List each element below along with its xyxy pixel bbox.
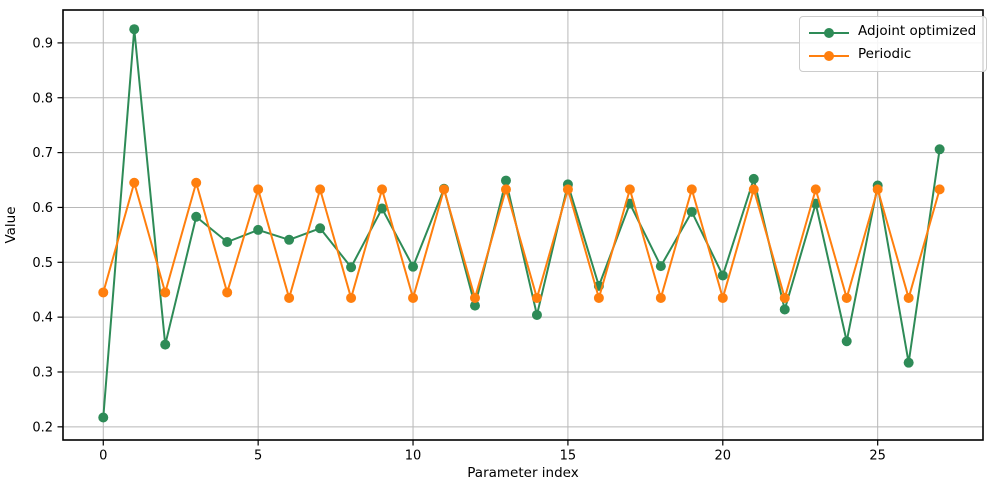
data-point-adjoint-optimized <box>779 304 790 315</box>
data-point-adjoint-optimized <box>98 412 109 423</box>
y-tick-label: 0.4 <box>32 311 53 326</box>
data-point-adjoint-optimized <box>129 24 140 35</box>
data-point-periodic <box>284 292 295 303</box>
data-point-adjoint-optimized <box>315 223 326 234</box>
y-tick-label: 0.6 <box>32 201 53 216</box>
legend-item-adjoint-optimized: Adjoint optimized <box>809 22 976 43</box>
legend-label: Periodic <box>858 45 912 62</box>
y-tick-label: 0.2 <box>32 420 53 435</box>
data-point-periodic <box>98 287 109 298</box>
y-tick-label: 0.5 <box>32 256 53 271</box>
x-tick-label: 20 <box>715 449 732 464</box>
y-tick-label: 0.8 <box>32 91 53 106</box>
data-point-periodic <box>469 292 480 303</box>
data-point-adjoint-optimized <box>903 357 914 368</box>
data-point-periodic <box>160 287 171 298</box>
data-point-periodic <box>408 292 419 303</box>
y-tick-label: 0.3 <box>32 365 53 380</box>
data-point-periodic <box>810 184 821 195</box>
legend-marker-periodic <box>809 50 849 62</box>
data-point-adjoint-optimized <box>408 261 419 272</box>
series-line-adjoint-optimized <box>102 28 941 418</box>
data-point-periodic <box>686 184 697 195</box>
data-point-periodic <box>748 184 759 195</box>
data-point-adjoint-optimized <box>253 224 264 235</box>
plot-border <box>62 9 984 441</box>
y-tick-label: 0.9 <box>32 36 53 51</box>
data-point-periodic <box>717 292 728 303</box>
data-point-adjoint-optimized <box>346 262 357 273</box>
data-point-adjoint-optimized <box>222 237 233 248</box>
data-point-adjoint-optimized <box>160 339 171 350</box>
data-point-periodic <box>500 184 511 195</box>
data-point-adjoint-optimized <box>469 300 480 311</box>
x-axis-label: Parameter index <box>467 465 578 481</box>
data-point-periodic <box>934 184 945 195</box>
data-point-periodic <box>439 184 450 195</box>
data-point-adjoint-optimized <box>284 234 295 245</box>
data-point-periodic <box>191 177 202 188</box>
x-tick-label: 10 <box>405 449 422 464</box>
data-point-periodic <box>222 287 233 298</box>
data-point-periodic <box>779 292 790 303</box>
y-axis-label: Value <box>3 206 19 243</box>
x-tick-label: 15 <box>560 449 577 464</box>
data-point-periodic <box>531 292 542 303</box>
data-point-periodic <box>253 184 264 195</box>
data-point-periodic <box>346 292 357 303</box>
y-tick-label: 0.7 <box>32 146 53 161</box>
data-point-adjoint-optimized <box>655 261 666 272</box>
data-point-periodic <box>655 292 666 303</box>
legend-label: Adjoint optimized <box>858 22 977 39</box>
data-point-periodic <box>315 184 326 195</box>
x-tick-label: 0 <box>99 449 107 464</box>
data-point-periodic <box>129 177 140 188</box>
data-point-periodic <box>562 184 573 195</box>
legend-marker-adjoint-optimized <box>809 27 849 39</box>
legend-dot-swatch <box>824 27 834 38</box>
x-tick-label: 25 <box>869 449 886 464</box>
data-point-adjoint-optimized <box>748 173 759 184</box>
data-point-periodic <box>903 292 914 303</box>
legend-item-periodic: Periodic <box>809 45 976 66</box>
data-point-adjoint-optimized <box>500 175 511 186</box>
legend: Adjoint optimized Periodic <box>799 16 988 72</box>
data-point-adjoint-optimized <box>191 211 202 222</box>
data-point-periodic <box>872 184 883 195</box>
data-point-adjoint-optimized <box>686 206 697 217</box>
series-line-periodic <box>102 181 941 299</box>
data-point-periodic <box>377 184 388 195</box>
x-tick-label: 5 <box>254 449 262 464</box>
legend-dot-swatch <box>824 50 834 61</box>
data-point-adjoint-optimized <box>531 309 542 320</box>
data-point-adjoint-optimized <box>841 336 852 347</box>
data-point-periodic <box>624 184 635 195</box>
data-point-adjoint-optimized <box>934 144 945 155</box>
data-point-periodic <box>841 292 852 303</box>
data-point-adjoint-optimized <box>717 270 728 281</box>
data-point-adjoint-optimized <box>377 203 388 214</box>
data-point-periodic <box>593 292 604 303</box>
